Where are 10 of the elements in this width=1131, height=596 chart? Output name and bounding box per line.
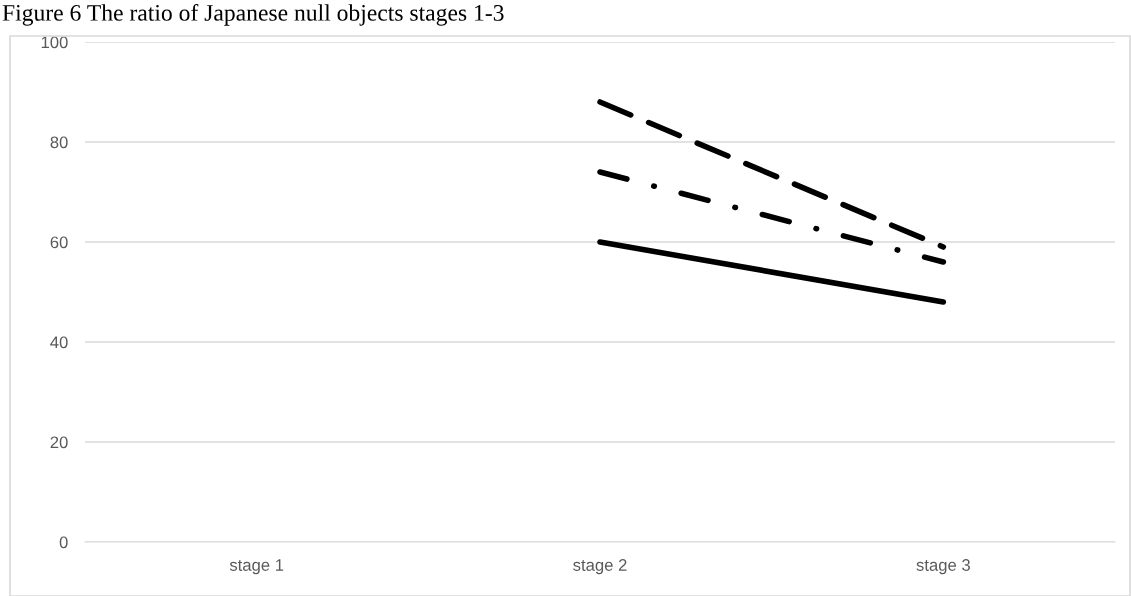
y-tick-label: 60 (50, 236, 68, 249)
y-tick-label: 20 (50, 436, 68, 449)
x-tick-label: stage 2 (573, 559, 627, 575)
chart-title: Figure 6 The ratio of Japanese null objects stages 1-3 (2, 4, 504, 26)
y-tick-label: 40 (50, 336, 68, 349)
y-tick-label: 80 (50, 136, 68, 149)
y-tick-label: 0 (59, 536, 68, 549)
x-tick-label: stage 1 (229, 559, 284, 575)
x-tick-label: stage 3 (916, 559, 970, 575)
y-tick-label: 100 (41, 36, 68, 49)
